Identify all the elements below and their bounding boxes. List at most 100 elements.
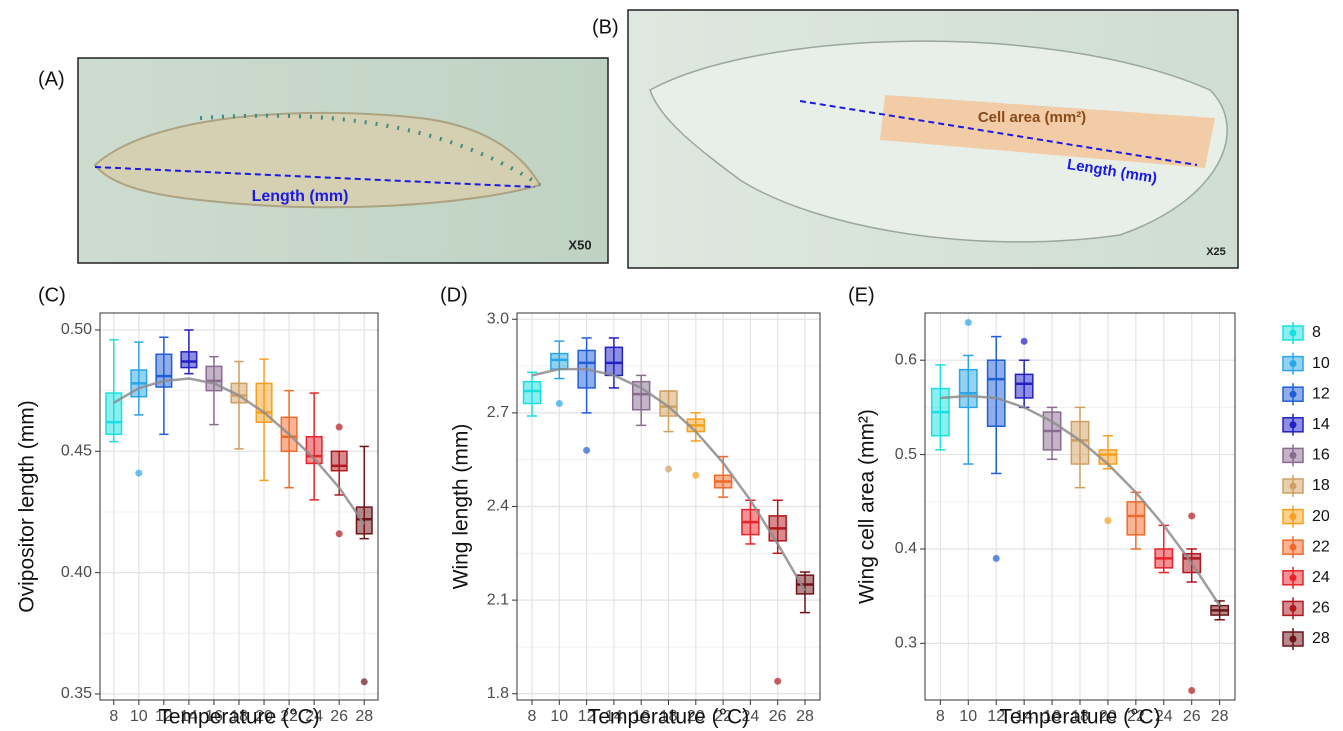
x-tick-label: 22 bbox=[280, 708, 298, 725]
box bbox=[522, 380, 542, 405]
legend-label: 10 bbox=[1312, 355, 1330, 372]
outlier-point bbox=[335, 530, 343, 538]
x-tick-label: 22 bbox=[1127, 708, 1145, 725]
legend-key-point bbox=[1289, 390, 1297, 398]
x-tick-label: 24 bbox=[1155, 708, 1173, 725]
x-tick-label: 24 bbox=[741, 708, 759, 725]
y-axis-title: Ovipositor length (mm) bbox=[16, 400, 39, 612]
x-tick-label: 28 bbox=[1211, 708, 1229, 725]
x-tick-label: 12 bbox=[987, 708, 1005, 725]
x-tick-label: 16 bbox=[1043, 708, 1061, 725]
x-tick-label: 14 bbox=[180, 708, 198, 725]
x-tick-label: 16 bbox=[632, 708, 650, 725]
outlier-point bbox=[135, 469, 143, 477]
x-tick-label: 28 bbox=[796, 708, 814, 725]
legend-key-point bbox=[1289, 543, 1297, 551]
x-tick-label: 26 bbox=[1183, 708, 1201, 725]
x-axis-title: Temperature (°C) bbox=[158, 706, 319, 729]
box bbox=[105, 392, 123, 436]
outlier-point bbox=[1188, 512, 1196, 520]
box bbox=[330, 450, 348, 472]
y-tick-label: 0.6 bbox=[895, 351, 917, 368]
box bbox=[1070, 420, 1090, 465]
x-tick-label: 14 bbox=[605, 708, 623, 725]
fit-curve bbox=[113, 377, 366, 525]
photo-b: (B) Cell area (mm²) Length (mm) X25 bbox=[592, 9, 1239, 269]
y-tick-label: 0.4 bbox=[895, 540, 917, 557]
y-tick-label: 0.35 bbox=[61, 685, 92, 702]
teeth bbox=[199, 113, 542, 187]
y-tick-label: 0.50 bbox=[61, 321, 92, 338]
x-tick-label: 22 bbox=[714, 708, 732, 725]
legend-key-point bbox=[1289, 451, 1297, 459]
x-tick-label: 24 bbox=[305, 708, 323, 725]
plot-border bbox=[924, 312, 1236, 701]
box bbox=[155, 353, 173, 388]
box bbox=[550, 352, 569, 370]
y-tick-label: 3.0 bbox=[487, 310, 509, 327]
legend-label: 14 bbox=[1312, 416, 1330, 433]
x-tick-label: 20 bbox=[255, 708, 273, 725]
x-tick-label: 20 bbox=[1099, 708, 1117, 725]
legend-label: 18 bbox=[1312, 477, 1330, 494]
x-tick-label: 8 bbox=[528, 708, 537, 725]
x-tick-label: 18 bbox=[1071, 708, 1089, 725]
length-arrow bbox=[799, 100, 1198, 166]
legend-label: 20 bbox=[1312, 508, 1330, 525]
box bbox=[604, 346, 624, 377]
annotation: Cell area (mm²) bbox=[978, 109, 1086, 126]
outlier-point bbox=[1104, 517, 1112, 525]
x-tick-label: 18 bbox=[660, 708, 678, 725]
y-axis-title: Wing cell area (mm²) bbox=[856, 409, 879, 604]
x-tick-label: 10 bbox=[959, 708, 977, 725]
box bbox=[986, 359, 1006, 428]
annotation: Length (mm) bbox=[252, 188, 349, 205]
legend-label: 22 bbox=[1312, 538, 1330, 555]
x-tick-label: 10 bbox=[130, 708, 148, 725]
plot-border bbox=[516, 312, 821, 701]
y-tick-label: 1.8 bbox=[487, 685, 509, 702]
outlier-point bbox=[964, 318, 972, 326]
x-tick-label: 14 bbox=[1015, 708, 1033, 725]
plot-border bbox=[99, 312, 379, 701]
x-tick-label: 16 bbox=[205, 708, 223, 725]
fit-curve bbox=[940, 394, 1221, 607]
outlier-point bbox=[992, 554, 1000, 562]
x-tick-label: 26 bbox=[330, 708, 348, 725]
x-axis-title: Temperature (°C) bbox=[999, 706, 1160, 729]
legend-key-point bbox=[1289, 482, 1297, 490]
x-tick-label: 26 bbox=[769, 708, 787, 725]
panel-label: (C) bbox=[38, 284, 66, 306]
y-tick-label: 2.7 bbox=[487, 404, 509, 421]
box bbox=[1126, 501, 1146, 536]
x-axis-title: Temperature (°C) bbox=[588, 706, 749, 729]
legend-key-point bbox=[1289, 421, 1297, 429]
box bbox=[180, 351, 198, 369]
legend-label: 24 bbox=[1312, 569, 1330, 586]
outlier-point bbox=[555, 400, 563, 408]
y-tick-label: 0.5 bbox=[895, 446, 917, 463]
legend-key-point bbox=[1289, 604, 1297, 612]
legend-key-point bbox=[1289, 360, 1297, 368]
outlier-point bbox=[360, 678, 368, 686]
legend-key-point bbox=[1289, 329, 1297, 337]
legend-key-point bbox=[1289, 513, 1297, 521]
outlier-point bbox=[335, 423, 343, 431]
magnification: X50 bbox=[568, 237, 591, 252]
x-tick-label: 8 bbox=[109, 708, 118, 725]
legend-label: 28 bbox=[1312, 630, 1330, 647]
x-tick-label: 10 bbox=[550, 708, 568, 725]
outlier-point bbox=[665, 465, 672, 473]
legend-key-point bbox=[1289, 574, 1297, 582]
outlier-point bbox=[583, 446, 591, 454]
x-tick-label: 20 bbox=[687, 708, 705, 725]
panel-label: (B) bbox=[592, 16, 619, 38]
box bbox=[631, 380, 651, 411]
length-arrow bbox=[94, 166, 536, 188]
legend-key-point bbox=[1289, 635, 1297, 643]
y-tick-label: 0.3 bbox=[895, 635, 917, 652]
legend-label: 8 bbox=[1312, 324, 1321, 341]
x-tick-label: 18 bbox=[230, 708, 248, 725]
outlier-point bbox=[1188, 687, 1196, 695]
